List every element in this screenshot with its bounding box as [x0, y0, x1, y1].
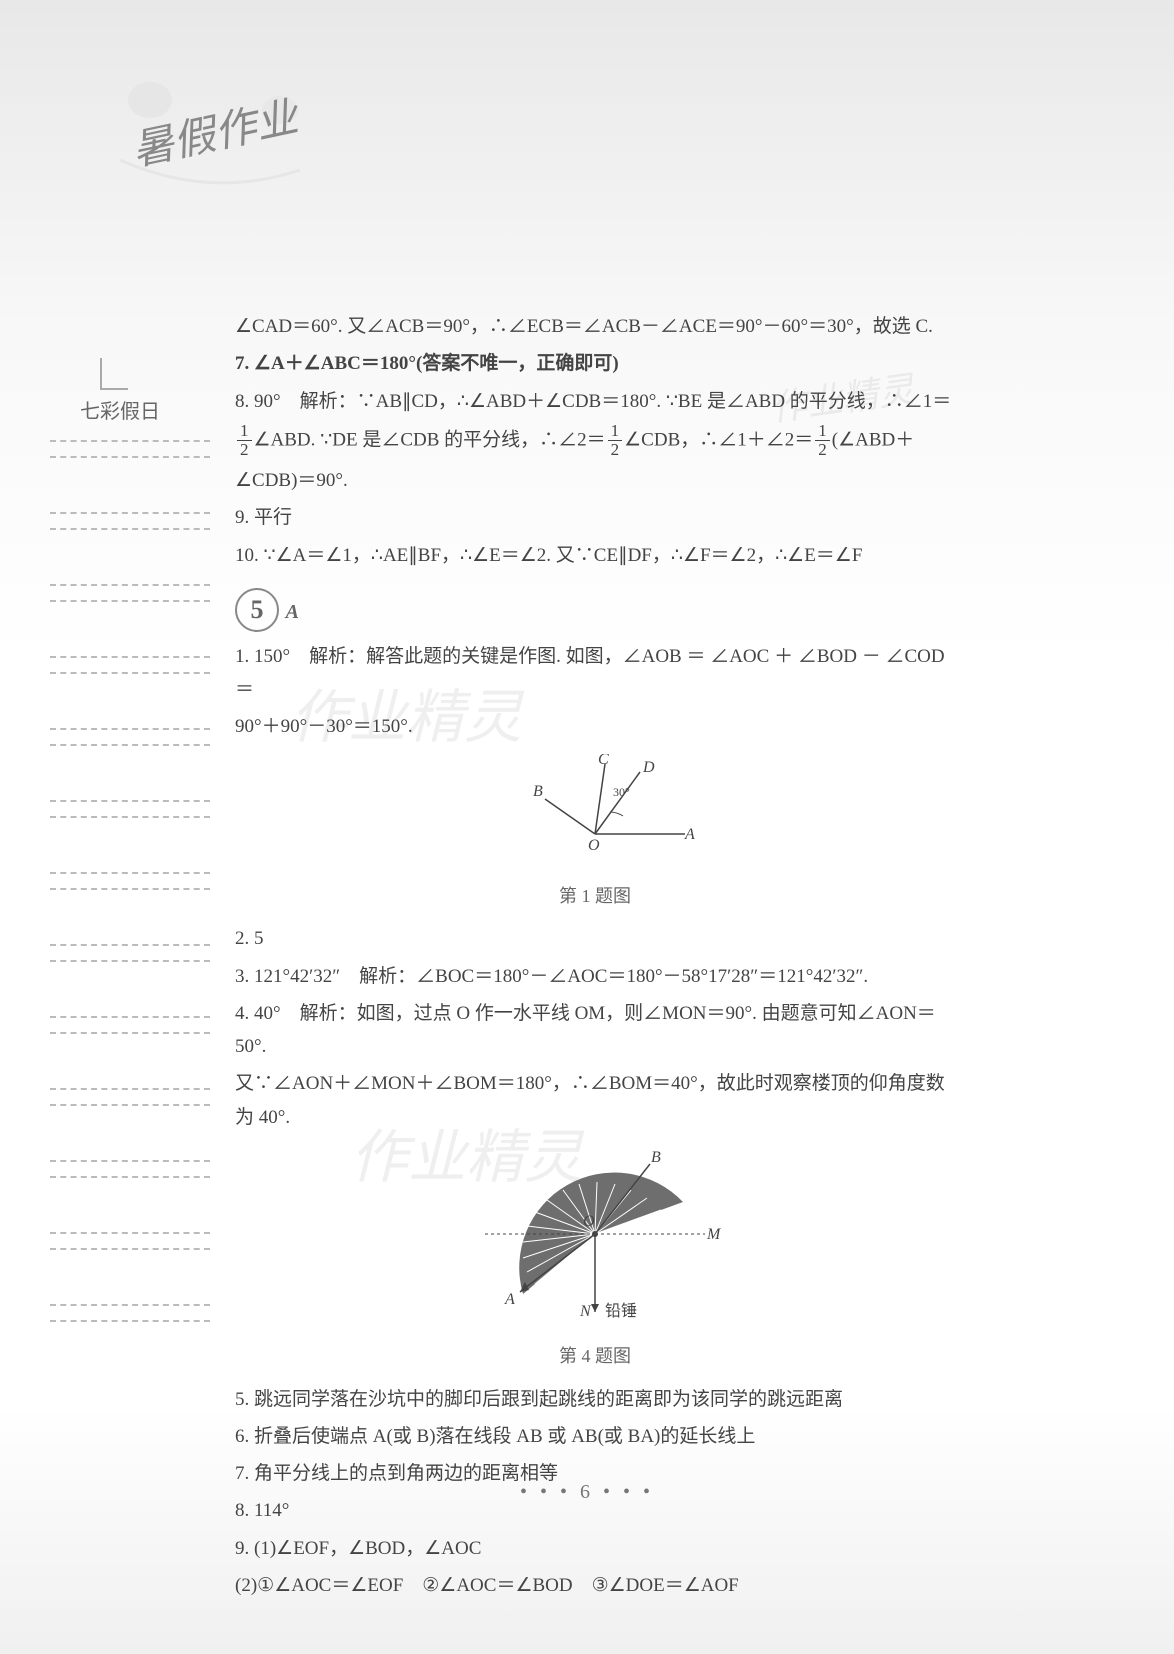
page-number: • • • 6 • • • — [0, 1481, 1174, 1504]
answer-q10: 10. ∵∠A＝∠1，∴AE∥BF，∴∠E＝∠2. 又∵CE∥DF，∴∠F＝∠2… — [235, 539, 955, 572]
sidebar-ruled-lines — [50, 440, 210, 1376]
note-icon — [100, 358, 128, 390]
answer-q7: 7. ∠A＋∠ABC＝180°(答案不唯一，正确即可) — [235, 347, 955, 380]
svg-text:A: A — [684, 826, 695, 843]
figure-1-caption: 第 1 题图 — [235, 881, 955, 913]
s5-q2: 2. 5 — [235, 922, 955, 955]
figure-4-caption: 第 4 题图 — [235, 1341, 955, 1373]
s5-q4-b: 又∵∠AON＋∠MON＋∠BOM＝180°，∴∠BOM＝40°，故此时观察楼顶的… — [235, 1067, 955, 1134]
svg-text:M: M — [706, 1226, 722, 1243]
s5-q1-a: 1. 150° 解析：解答此题的关键是作图. 如图，∠AOB ＝ ∠AOC ＋ … — [235, 640, 955, 707]
svg-text:O: O — [588, 837, 600, 854]
s5-q6: 6. 折叠后使端点 A(或 B)落在线段 AB 或 AB(或 BA)的延长线上 — [235, 1420, 955, 1453]
svg-text:O: O — [583, 1213, 595, 1230]
sidebar-label: 七彩假日 — [80, 395, 160, 424]
section-5-marker: 5 — [235, 588, 279, 632]
s5-q5: 5. 跳远同学落在沙坑中的脚印后跟到起跳线的距离即为该同学的跳远距离 — [235, 1383, 955, 1416]
s5-q9-b: (2)①∠AOC＝∠EOF ②∠AOC＝∠BOD ③∠DOE＝∠AOF — [235, 1569, 955, 1602]
svg-text:铅锤: 铅锤 — [605, 1302, 637, 1320]
svg-text:A: A — [504, 1291, 515, 1308]
answer-q8-line2: 12∠ABD. ∵DE 是∠CDB 的平分线，∴∠2＝12∠CDB，∴∠1＋∠2… — [235, 422, 955, 460]
s5-q3: 3. 121°42′32″ 解析：∠BOC＝180°－∠AOC＝180°－58°… — [235, 960, 955, 993]
svg-text:D: D — [642, 759, 655, 776]
svg-text:C: C — [598, 754, 609, 768]
svg-text:30°: 30° — [613, 785, 630, 799]
svg-text:N: N — [579, 1303, 592, 1320]
s5-q4-a: 4. 40° 解析：如图，过点 O 作一水平线 OM，则∠MON＝90°. 由题… — [235, 997, 955, 1064]
answer-q8-line1: 8. 90° 解析：∵AB∥CD，∴∠ABD＋∠CDB＝180°. ∵BE 是∠… — [235, 385, 955, 418]
figure-1: A B C D O 30° 第 1 题图 — [235, 754, 955, 913]
answer-q8-line3: ∠CDB)＝90°. — [235, 464, 955, 497]
s5-q1-b: 90°＋90°－30°＝150°. — [235, 710, 955, 743]
figure-4: B A O M N 铅锤 第 4 题图 — [235, 1144, 955, 1373]
s5-q9-a: 9. (1)∠EOF，∠BOD，∠AOC — [235, 1532, 955, 1565]
content-area: ∠CAD＝60°. 又∠ACB＝90°，∴∠ECB＝∠ACB－∠ACE＝90°－… — [235, 310, 955, 1606]
answer-q9: 9. 平行 — [235, 501, 955, 534]
svg-text:B: B — [651, 1149, 661, 1166]
svg-text:B: B — [533, 783, 543, 800]
page: 暑假作业 七彩假日 作业精灵 作业精灵 作业精灵 ∠CAD＝60°. 又∠ACB… — [0, 0, 1174, 1654]
answer-text: ∠CAD＝60°. 又∠ACB＝90°，∴∠ECB＝∠ACB－∠ACE＝90°－… — [235, 310, 955, 343]
